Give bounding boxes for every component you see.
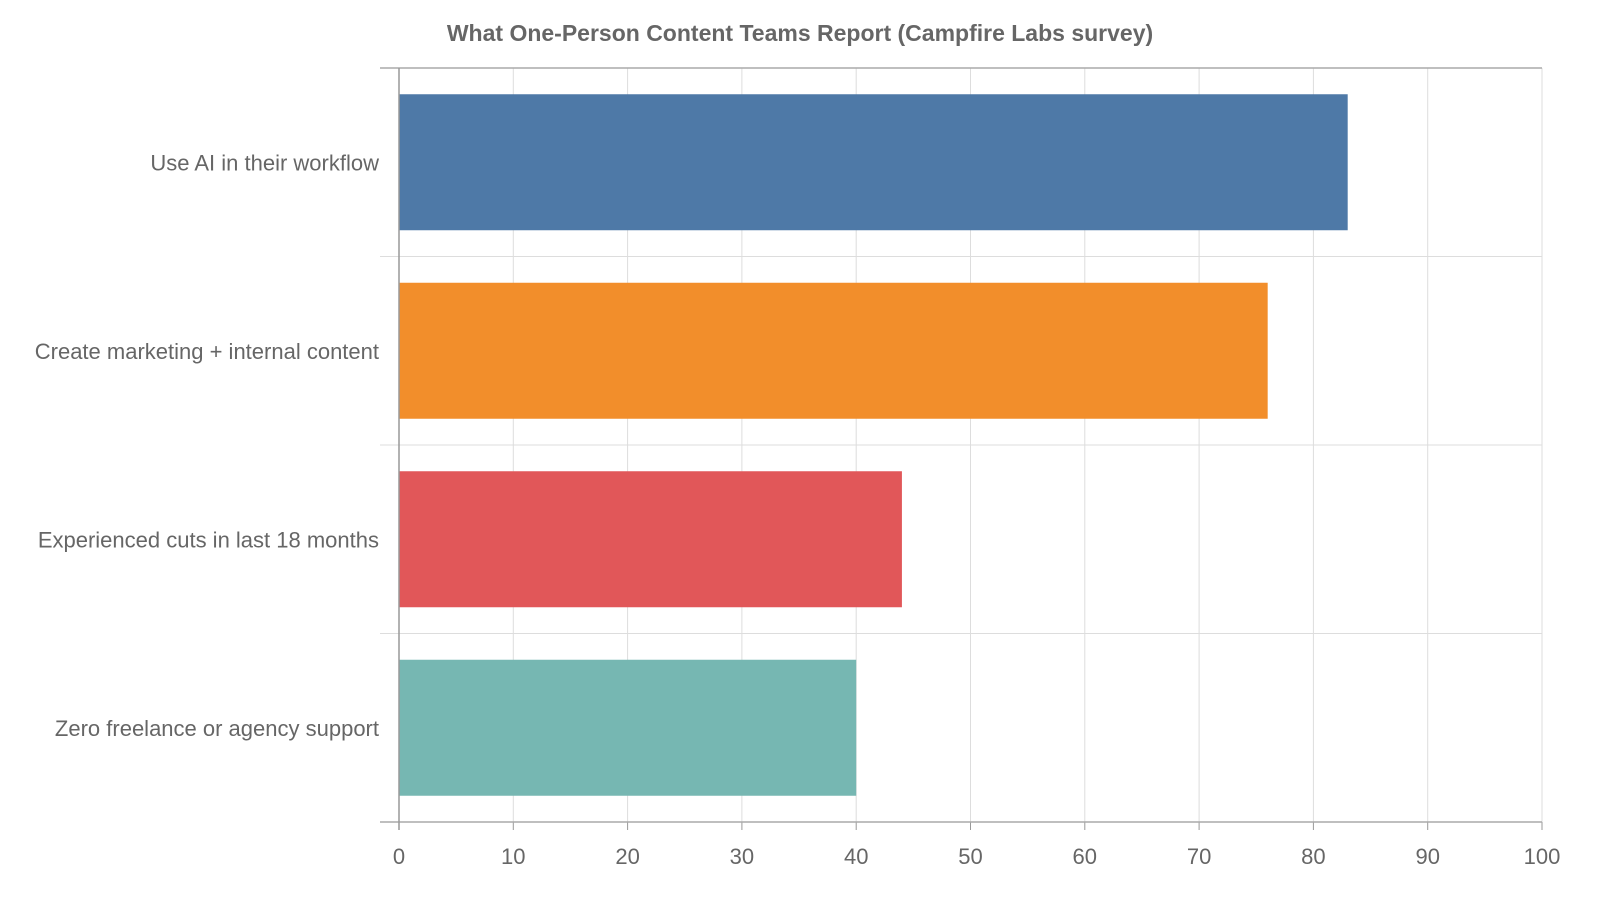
bars [399,94,1348,796]
x-tick-label: 80 [1301,844,1325,869]
bar-1 [399,94,1348,231]
category-label: Create marketing + internal content [35,339,379,364]
x-tick-label: 40 [844,844,868,869]
axes [380,67,1543,830]
category-label: Use AI in their workflow [150,150,379,175]
x-tick-label: 50 [958,844,982,869]
x-tick-label: 20 [615,844,639,869]
x-tick-label: 100 [1524,844,1561,869]
labels: 0 10 20 30 40 50 60 70 80 90 100 Use AI in their wo… [35,150,1561,869]
bar-4 [399,659,857,796]
bar-2 [399,282,1268,419]
category-label: Experienced cuts in last 18 months [38,527,379,552]
bar-3 [399,471,902,608]
x-tick-label: 10 [501,844,525,869]
x-tick-label: 60 [1073,844,1097,869]
x-tick-label: 30 [730,844,754,869]
category-label: Zero freelance or agency support [55,716,379,741]
x-tick-label: 70 [1187,844,1211,869]
x-tick-label: 90 [1415,844,1439,869]
chart-title: What One-Person Content Teams Report (Ca… [446,20,1154,46]
x-tick-label: 0 [393,844,405,869]
